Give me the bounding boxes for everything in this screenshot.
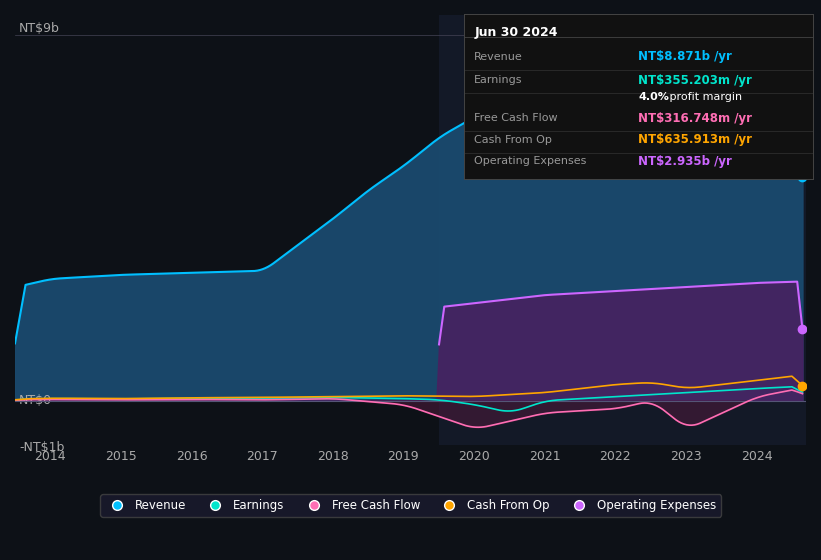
Legend: Revenue, Earnings, Free Cash Flow, Cash From Op, Operating Expenses: Revenue, Earnings, Free Cash Flow, Cash … — [100, 494, 721, 517]
Text: NT$635.913m /yr: NT$635.913m /yr — [639, 133, 752, 146]
Text: Revenue: Revenue — [475, 52, 523, 62]
Text: Cash From Op: Cash From Op — [475, 134, 553, 144]
Text: profit margin: profit margin — [667, 92, 742, 101]
Text: Operating Expenses: Operating Expenses — [475, 156, 587, 166]
Text: NT$355.203m /yr: NT$355.203m /yr — [639, 73, 752, 87]
Text: Earnings: Earnings — [475, 75, 523, 85]
Text: NT$8.871b /yr: NT$8.871b /yr — [639, 50, 732, 63]
Text: Jun 30 2024: Jun 30 2024 — [475, 26, 557, 39]
Text: NT$316.748m /yr: NT$316.748m /yr — [639, 111, 752, 124]
Text: NT$9b: NT$9b — [19, 22, 60, 35]
Text: 4.0%: 4.0% — [639, 92, 669, 101]
Bar — [438, 15, 806, 445]
Text: -NT$1b: -NT$1b — [19, 441, 64, 454]
Text: NT$0: NT$0 — [19, 394, 52, 407]
Text: Free Cash Flow: Free Cash Flow — [475, 113, 558, 123]
Text: NT$2.935b /yr: NT$2.935b /yr — [639, 155, 732, 167]
